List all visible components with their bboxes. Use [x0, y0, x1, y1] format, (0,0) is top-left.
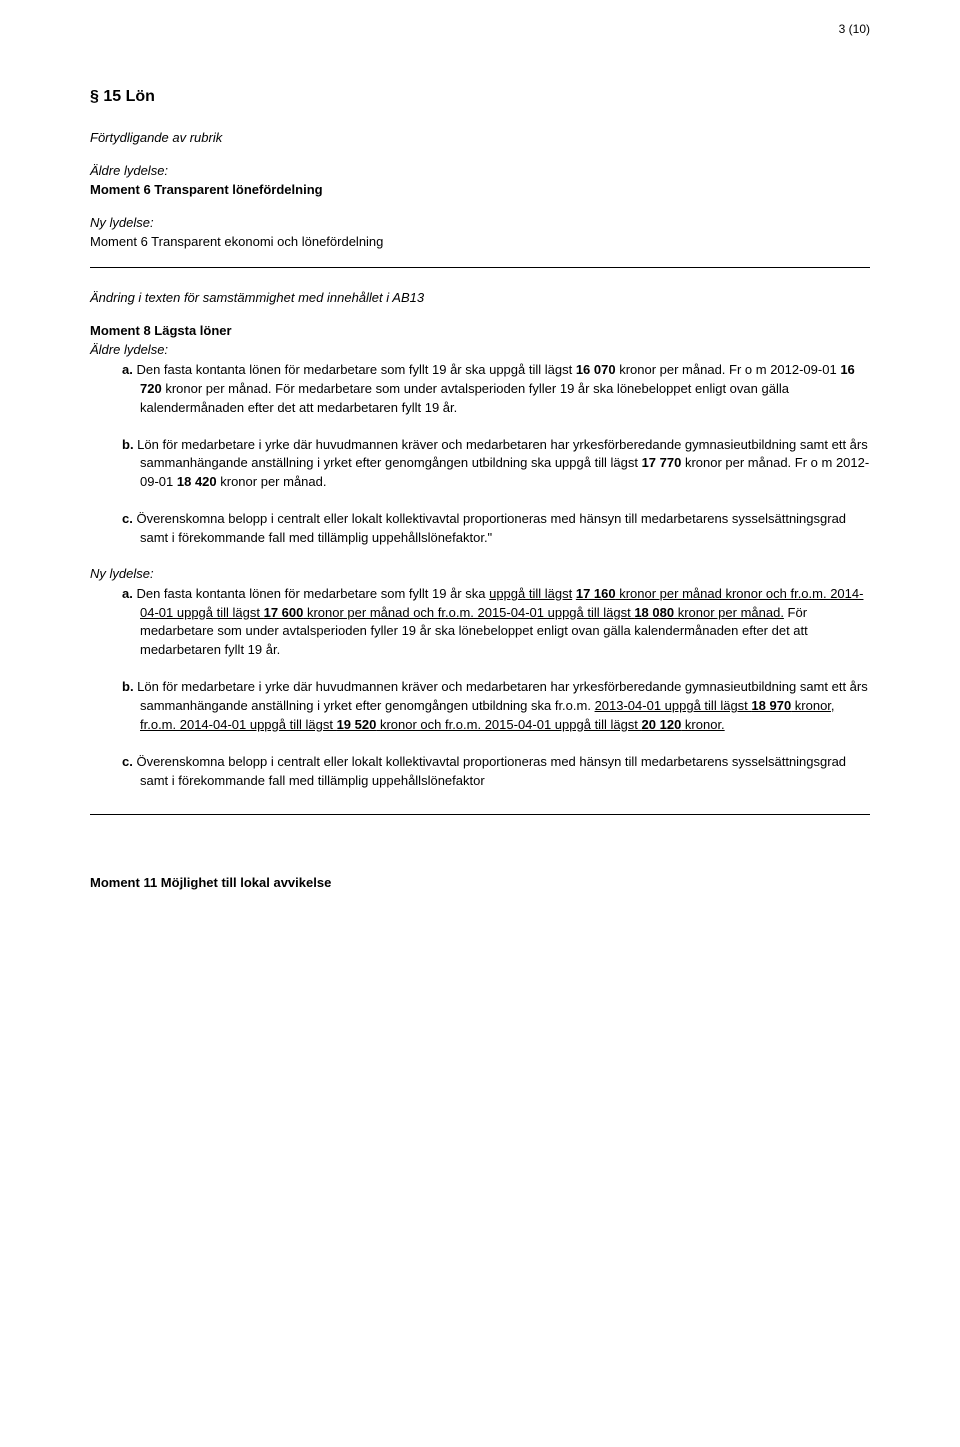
item-amount: 18 970: [751, 698, 791, 713]
item-amount: 20 120: [642, 717, 682, 732]
document-page: 3 (10) § 15 Lön Förtydligande av rubrik …: [0, 0, 960, 1447]
list-item-a-old: a. Den fasta kontanta lönen för medarbet…: [122, 361, 870, 418]
new-wording-label-2: Ny lydelse:: [90, 566, 870, 581]
item-underline: uppgå till lägst: [489, 586, 572, 601]
new-wording-list: a. Den fasta kontanta lönen för medarbet…: [122, 585, 870, 791]
moment6-new: Moment 6 Transparent ekonomi och löneför…: [90, 234, 870, 249]
item-label: a.: [122, 362, 133, 377]
item-text: kronor per månad. Fr o m 2012-09-01: [616, 362, 841, 377]
item-label: c.: [122, 754, 133, 769]
item-text: kronor per månad.: [217, 474, 327, 489]
divider: [90, 267, 870, 268]
old-wording-list: a. Den fasta kontanta lönen för medarbet…: [122, 361, 870, 548]
item-amount: 19 520: [337, 717, 377, 732]
moment11-title: Moment 11 Möjlighet till lokal avvikelse: [90, 875, 870, 890]
item-underline: 2013-04-01 uppgå till lägst: [595, 698, 752, 713]
divider: [90, 814, 870, 815]
item-underline: kronor per månad och fr.o.m. 2015-04-01 …: [303, 605, 634, 620]
list-item-b-new: b. Lön för medarbetare i yrke där huvudm…: [122, 678, 870, 735]
item-text: Den fasta kontanta lönen för medarbetare…: [133, 586, 489, 601]
item-amount: 17 770: [642, 455, 682, 470]
item-label: a.: [122, 586, 133, 601]
item-amount: 17 600: [264, 605, 304, 620]
change-note: Ändring i texten för samstämmighet med i…: [90, 290, 870, 305]
new-wording-label: Ny lydelse:: [90, 215, 870, 230]
item-label: b.: [122, 679, 134, 694]
item-text: Överenskomna belopp i centralt eller lok…: [133, 511, 846, 545]
page-number: 3 (10): [839, 22, 870, 36]
section-title: § 15 Lön: [90, 88, 870, 106]
list-item-a-new: a. Den fasta kontanta lönen för medarbet…: [122, 585, 870, 660]
item-amount: 17 160: [576, 586, 616, 601]
intro-note: Förtydligande av rubrik: [90, 130, 870, 145]
item-text: Överenskomna belopp i centralt eller lok…: [133, 754, 846, 788]
moment6-old: Moment 6 Transparent lönefördelning: [90, 182, 870, 197]
item-label: b.: [122, 437, 134, 452]
list-item-c-new: c. Överenskomna belopp i centralt eller …: [122, 753, 870, 791]
item-amount: 16 070: [576, 362, 616, 377]
old-wording-label: Äldre lydelse:: [90, 163, 870, 178]
moment8-title: Moment 8 Lägsta löner: [90, 323, 870, 338]
item-underline: kronor.: [681, 717, 724, 732]
list-item-b-old: b. Lön för medarbetare i yrke där huvudm…: [122, 436, 870, 493]
item-text: Den fasta kontanta lönen för medarbetare…: [133, 362, 576, 377]
item-label: c.: [122, 511, 133, 526]
old-wording-label-2: Äldre lydelse:: [90, 342, 870, 357]
item-underline: kronor och fr.o.m. 2015-04-01 uppgå till…: [376, 717, 641, 732]
item-underline: kronor per månad.: [674, 605, 784, 620]
item-amount: 18 080: [634, 605, 674, 620]
item-text: kronor per månad. För medarbetare som un…: [140, 381, 789, 415]
list-item-c-old: c. Överenskomna belopp i centralt eller …: [122, 510, 870, 548]
item-amount: 18 420: [177, 474, 217, 489]
